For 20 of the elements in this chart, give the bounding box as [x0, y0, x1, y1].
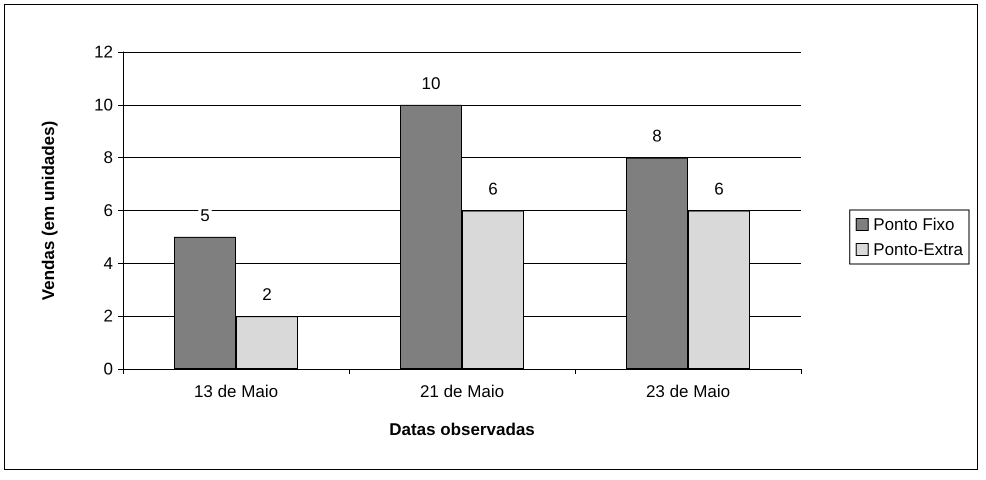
- y-tick-label: 4: [104, 254, 113, 273]
- y-tick-label: 10: [94, 95, 113, 114]
- y-axis-title: Vendas (em unidades): [39, 120, 58, 300]
- x-tick-label: 13 de Maio: [194, 382, 278, 401]
- x-axis-title: Datas observadas: [389, 420, 535, 439]
- y-tick-label: 6: [104, 201, 113, 220]
- legend-label: Ponto-Extra: [873, 240, 964, 259]
- data-label: 10: [422, 74, 440, 93]
- data-label: 6: [488, 180, 498, 198]
- y-tick-label: 0: [104, 360, 113, 378]
- data-label: 6: [714, 180, 724, 198]
- data-label: 8: [652, 126, 662, 146]
- y-tick-label: 12: [94, 42, 113, 62]
- y-tick-label: 8: [104, 148, 113, 168]
- x-tick-label: 21 de Maio: [420, 382, 504, 401]
- legend-label: Ponto Fixo: [873, 215, 954, 234]
- data-label: 2: [262, 285, 272, 304]
- x-tick-label: 23 de Maio: [646, 382, 730, 401]
- data-label: 5: [200, 206, 210, 225]
- y-tick-label: 2: [104, 306, 113, 326]
